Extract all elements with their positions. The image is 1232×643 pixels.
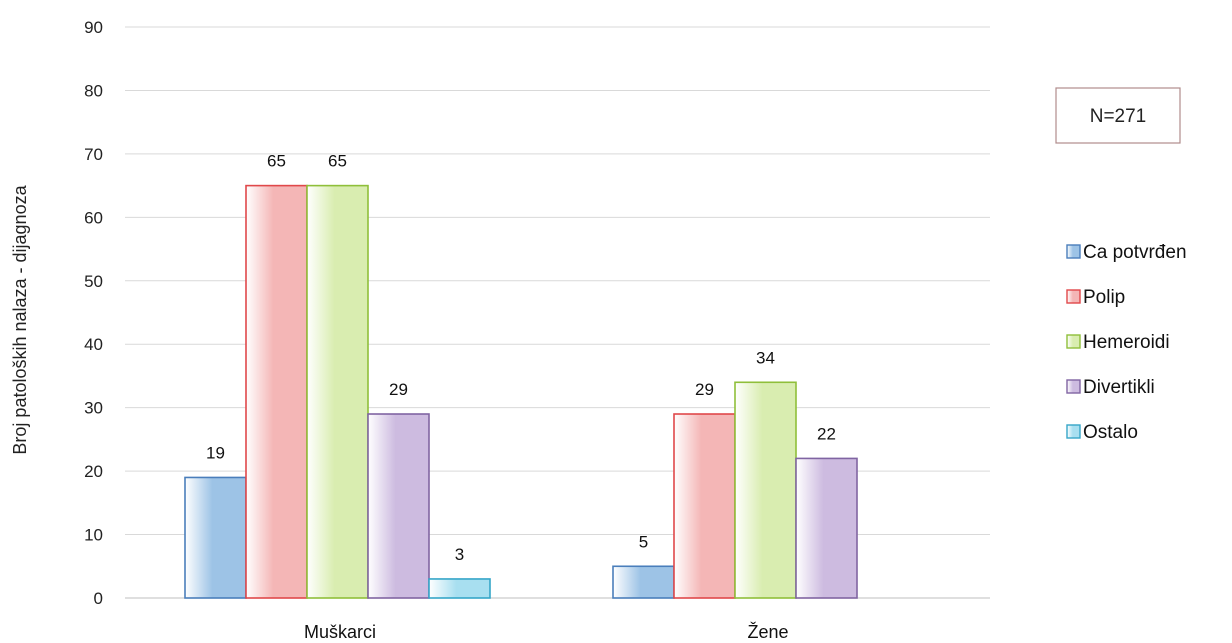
data-label: 34 [756,348,775,367]
y-tick-label: 60 [84,208,103,227]
legend-label: Divertikli [1083,377,1155,398]
bar-Muškarci-Hemeroidi [306,184,369,599]
data-label: 29 [695,380,714,399]
legend-swatch [1066,244,1081,259]
sample-size-label: N=271 [1090,106,1147,127]
data-label: 65 [267,152,286,171]
x-tick-label: Muškarci [304,622,376,642]
data-label: 29 [389,380,408,399]
legend-label: Polip [1083,287,1125,308]
y-tick-label: 20 [84,462,103,481]
bar-Muškarci-Polip [245,184,308,599]
y-tick-label: 10 [84,526,103,545]
bar-Muškarci-Ca potvrđen [184,476,247,599]
y-axis-ticks: 0 10 20 30 40 50 60 70 80 90 [84,18,103,608]
data-label: 65 [328,152,347,171]
legend-swatch [1066,289,1081,304]
y-axis-label: Broj patoloških nalaza - dijagnoza [10,184,30,454]
data-labels: 19 65 65 29 3 5 29 34 22 [206,152,836,564]
data-label: 5 [639,532,648,551]
bar-Žene-Polip [673,413,736,599]
legend-label: Hemeroidi [1083,332,1170,353]
legend-label: Ca potvrđen [1083,242,1187,263]
y-tick-label: 30 [84,399,103,418]
legend-swatch [1066,424,1081,439]
y-tick-label: 90 [84,18,103,37]
data-label: 19 [206,443,225,462]
legend-label: Ostalo [1083,422,1138,443]
y-tick-label: 50 [84,272,103,291]
sample-size-box: N=271 [1055,87,1181,144]
legend: Ca potvrđen Polip Hemeroidi Divertikli Ostal… [1066,242,1187,443]
legend-swatch [1066,379,1081,394]
y-tick-label: 80 [84,81,103,100]
category-labels: Muškarci Žene [304,622,789,642]
legend-swatch [1066,334,1081,349]
x-tick-label: Žene [747,622,788,642]
bar-Žene-Ca potvrđen [612,565,675,599]
bar-Žene-Hemeroidi [734,381,797,599]
bars [184,184,858,599]
y-tick-label: 70 [84,145,103,164]
y-tick-label: 0 [94,589,103,608]
data-label: 3 [455,545,464,564]
bar-Žene-Divertikli [795,457,858,599]
y-tick-label: 40 [84,335,103,354]
bar-Muškarci-Ostalo [428,578,491,599]
bar-Muškarci-Divertikli [367,413,430,599]
data-label: 22 [817,424,836,443]
